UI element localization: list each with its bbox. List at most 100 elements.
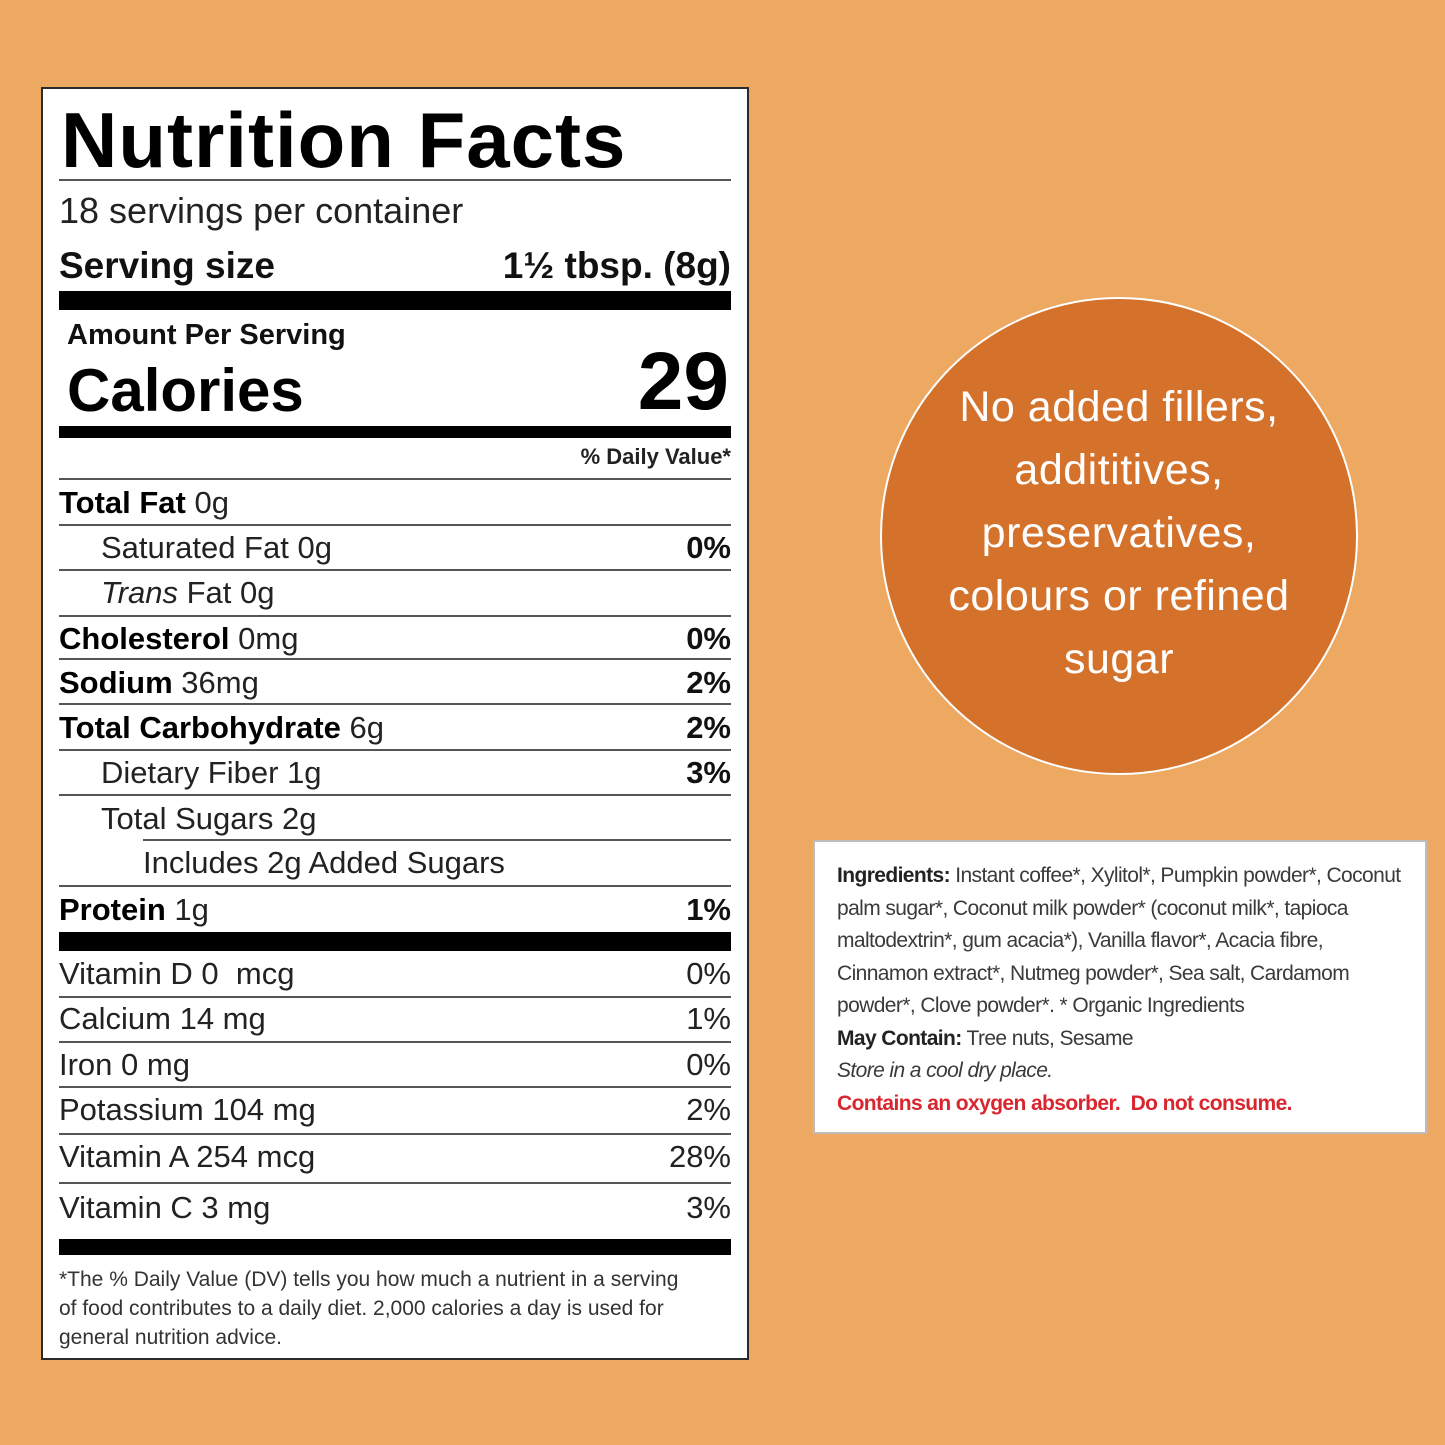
nutrient-name: Dietary Fiber	[101, 755, 279, 790]
vitamin-dv: 2%	[686, 1092, 731, 1127]
row-vitamin-d: Vitamin D 0 mcg 0%	[59, 958, 731, 989]
row-saturated-fat: Saturated Fat 0g 0%	[59, 532, 731, 563]
nutrient-name: Includes 2g Added Sugars	[143, 845, 505, 880]
divider	[59, 1041, 731, 1043]
divider	[59, 996, 731, 998]
nutrient-dv: 2%	[686, 710, 731, 745]
claim-line: sugar	[1063, 634, 1175, 683]
claim-circle: No added fillers, addititives, preservat…	[880, 297, 1358, 775]
storage-instructions: Store in a cool dry place.	[837, 1059, 1053, 1082]
amount-per-serving: Amount Per Serving	[67, 319, 346, 351]
vitamin-text: Potassium 104 mg	[59, 1092, 316, 1127]
nutrient-amount: 0mg	[238, 621, 299, 656]
thick-divider	[59, 291, 731, 310]
nutrient-dv: 0%	[686, 621, 731, 656]
nutrient-amount: 0g	[297, 530, 332, 565]
vitamin-text: Vitamin A 254 mcg	[59, 1139, 316, 1174]
row-total-fat: Total Fat 0g	[59, 487, 731, 518]
divider	[59, 1182, 731, 1184]
divider	[59, 658, 731, 660]
vitamin-dv: 0%	[686, 956, 731, 991]
nutrient-dv: 3%	[686, 755, 731, 790]
vitamin-text: Calcium 14 mg	[59, 1001, 266, 1036]
row-total-sugars: Total Sugars 2g	[59, 803, 731, 834]
row-calcium: Calcium 14 mg 1%	[59, 1003, 731, 1034]
vitamin-dv: 28%	[668, 1139, 731, 1174]
nutrition-title: Nutrition Facts	[61, 96, 627, 184]
medium-divider	[59, 426, 731, 438]
ingredients-paragraph: Ingredients: Instant coffee*, Xylitol*, …	[837, 860, 1407, 1023]
nutrient-name: Total Carbohydrate	[59, 710, 341, 745]
divider	[143, 839, 731, 841]
nutrient-name: Saturated Fat	[101, 530, 289, 565]
row-cholesterol: Cholesterol 0mg 0%	[59, 623, 731, 654]
vitamin-text: Vitamin D 0 mcg	[59, 956, 295, 991]
servings-per-container: 18 servings per container	[59, 190, 464, 231]
divider	[59, 703, 731, 705]
row-iron: Iron 0 mg 0%	[59, 1049, 731, 1080]
footnote: *The % Daily Value (DV) tells you how mu…	[59, 1268, 679, 1349]
claim-line: addititives,	[1014, 445, 1224, 494]
divider	[59, 524, 731, 526]
nutrient-name: Protein	[59, 892, 166, 927]
nutrition-facts-panel: Nutrition Facts 18 servings per containe…	[41, 87, 749, 1360]
claim-line: colours or refined	[948, 571, 1290, 620]
row-protein: Protein 1g 1%	[59, 894, 731, 925]
divider	[59, 615, 731, 617]
nutrient-dv: 2%	[686, 665, 731, 700]
row-total-carbohydrate: Total Carbohydrate 6g 2%	[59, 712, 731, 743]
may-contain-label: May Contain:	[837, 1026, 962, 1050]
divider	[59, 478, 731, 480]
claim-line: preservatives,	[981, 508, 1257, 557]
nutrient-amount: 6g	[349, 710, 385, 745]
nutrient-amount: 0g	[240, 575, 275, 610]
calories-value: 29	[637, 336, 729, 427]
thick-divider	[59, 1239, 731, 1255]
divider	[59, 1133, 731, 1135]
nutrient-name-italic: Trans	[101, 575, 178, 610]
vitamin-text: Iron 0 mg	[59, 1047, 190, 1082]
oxygen-absorber-warning: Contains an oxygen absorber. Do not cons…	[837, 1091, 1293, 1115]
ingredients-label: Ingredients:	[837, 864, 951, 887]
row-trans-fat: Trans Fat 0g	[59, 577, 731, 608]
ingredients-box: Ingredients: Instant coffee*, Xylitol*, …	[813, 840, 1427, 1134]
nutrient-name: Total Fat	[59, 485, 186, 520]
nutrient-name: Cholesterol	[59, 621, 230, 656]
thick-divider	[59, 932, 731, 951]
nutrient-dv: 1%	[686, 892, 731, 927]
row-potassium: Potassium 104 mg 2%	[59, 1094, 731, 1125]
nutrient-dv: 0%	[686, 530, 731, 565]
daily-value-header: % Daily Value*	[580, 444, 731, 469]
nutrient-name: Total Sugars	[101, 801, 274, 836]
ingredients-text: Instant coffee*, Xylitol*, Pumpkin powde…	[837, 864, 1401, 1017]
nutrient-amount: 36mg	[181, 665, 259, 700]
claim-line: No added fillers,	[959, 382, 1279, 431]
row-vitamin-c: Vitamin C 3 mg 3%	[59, 1192, 731, 1223]
divider	[59, 885, 731, 887]
row-vitamin-a: Vitamin A 254 mcg 28%	[59, 1141, 731, 1172]
vitamin-dv: 0%	[686, 1047, 731, 1082]
may-contain-text: Tree nuts, Sesame	[966, 1026, 1134, 1050]
nutrient-amount: 1g	[174, 892, 209, 927]
nutrient-name: Fat	[186, 575, 232, 610]
vitamin-dv: 1%	[686, 1001, 731, 1036]
divider	[59, 179, 731, 181]
may-contain: May Contain: Tree nuts, Sesame	[837, 1023, 1407, 1056]
calories-label: Calories	[67, 357, 304, 424]
vitamin-text: Vitamin C 3 mg	[59, 1190, 271, 1225]
serving-size-label: Serving size	[59, 245, 275, 286]
nutrient-amount: 1g	[287, 755, 322, 790]
divider	[59, 749, 731, 751]
nutrient-name: Sodium	[59, 665, 173, 700]
divider	[59, 569, 731, 571]
divider	[59, 1086, 731, 1088]
row-sodium: Sodium 36mg 2%	[59, 667, 731, 698]
nutrient-amount: 2g	[281, 801, 317, 836]
vitamin-dv: 3%	[686, 1190, 731, 1225]
row-added-sugars: Includes 2g Added Sugars	[59, 847, 731, 878]
serving-size-value: 1½ tbsp. (8g)	[502, 245, 731, 286]
row-dietary-fiber: Dietary Fiber 1g 3%	[59, 757, 731, 788]
divider	[59, 794, 731, 796]
nutrient-amount: 0g	[194, 485, 229, 520]
claim-text: No added fillers, addititives, preservat…	[929, 376, 1309, 691]
